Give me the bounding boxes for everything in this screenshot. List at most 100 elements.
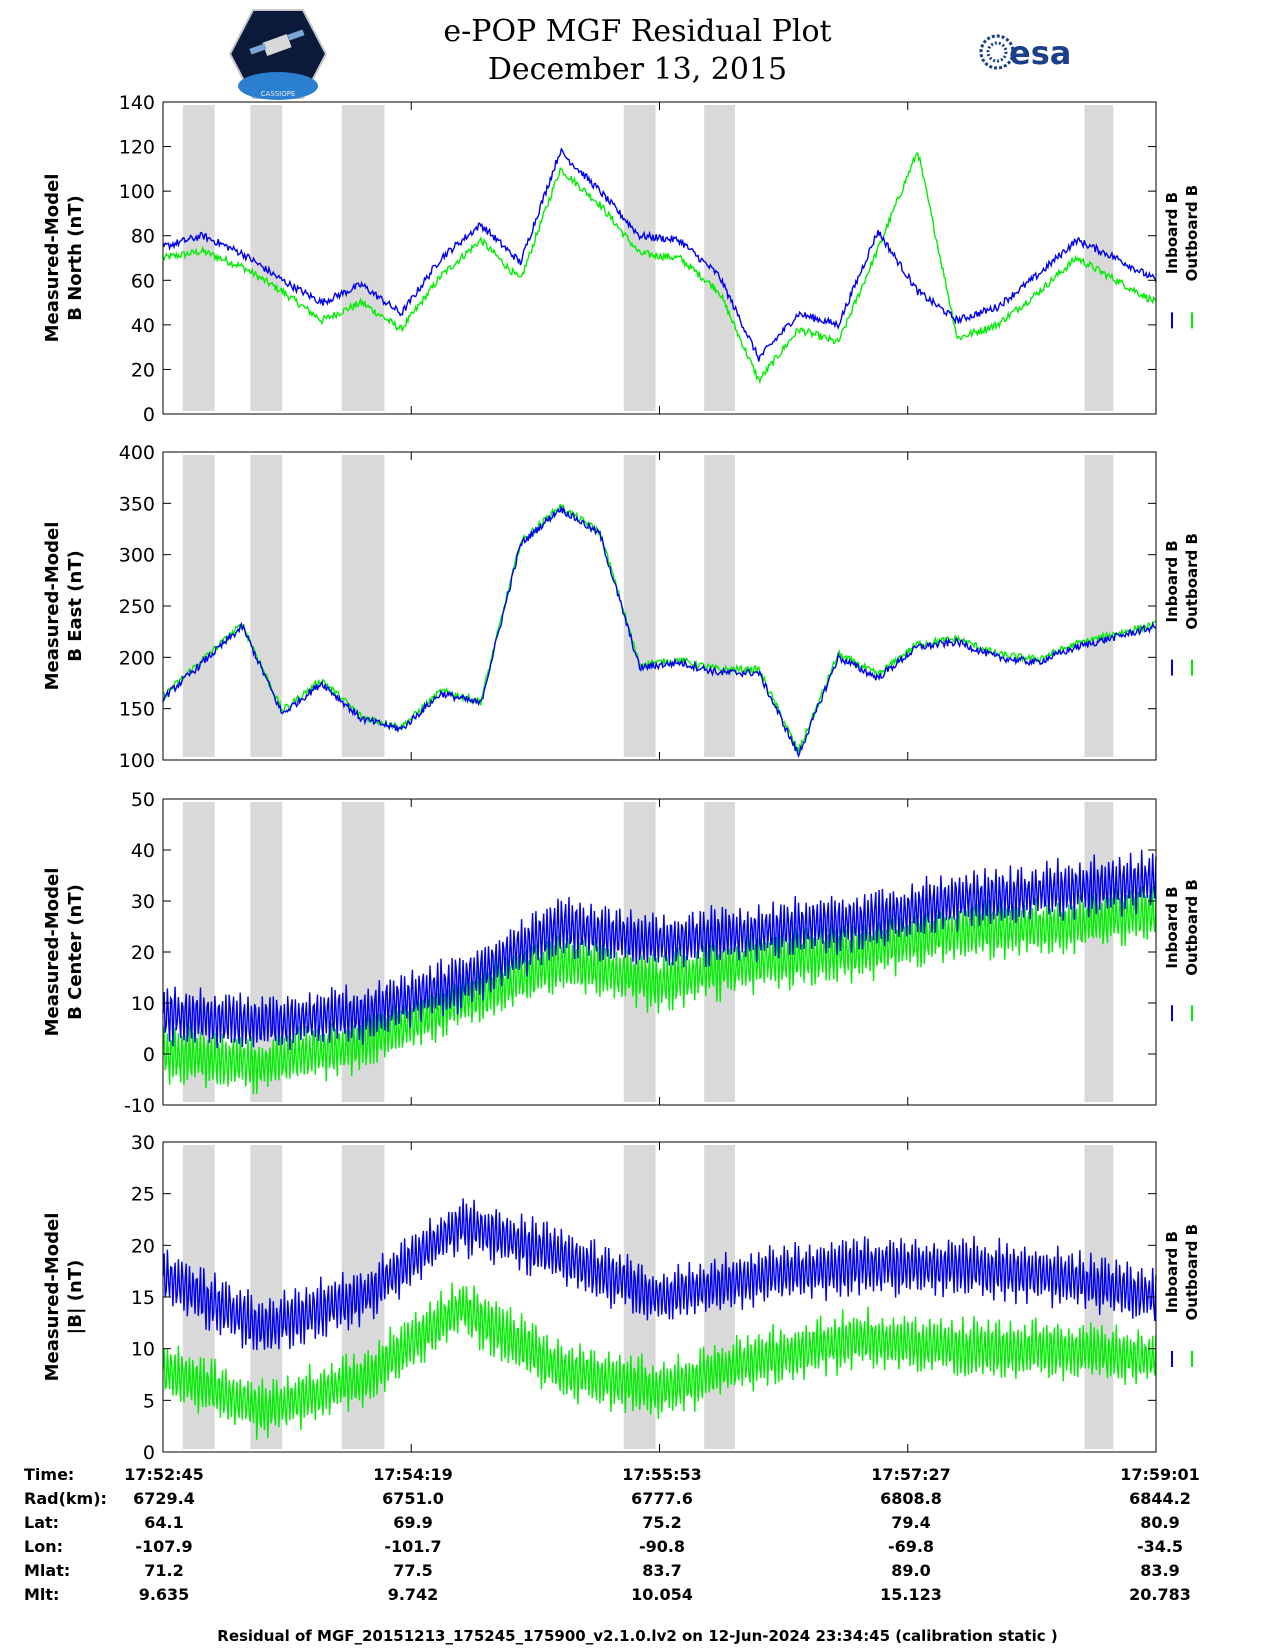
info-value: 6729.4 [133,1489,195,1508]
info-value: 83.9 [1140,1561,1180,1580]
info-label-lat: Lat: [24,1513,60,1532]
info-value: 64.1 [144,1513,184,1532]
outboard-series-line [162,1282,1157,1440]
outboard-series-line [162,886,1157,1095]
y-tick-label: 20 [131,359,155,381]
inboard-series-line [162,147,1157,362]
info-value: -69.8 [887,1537,935,1556]
y-tick-label: 350 [119,493,155,515]
info-value: 6808.8 [880,1489,942,1508]
y-tick-label: 40 [131,315,155,337]
legend-inboard-label: Inboard B [1163,540,1181,622]
info-value: -101.7 [384,1537,442,1556]
shaded-interval [623,455,656,757]
info-value: 17:57:27 [871,1465,951,1484]
y-tick-label: 30 [131,1132,155,1154]
info-value: -90.8 [638,1537,686,1556]
y-tick-label: 250 [119,596,155,618]
info-value: 20.783 [1129,1585,1191,1604]
y-tick-label: 30 [131,891,155,913]
y-axis-label: Measured-Model [42,174,63,343]
y-axis-label: B North (nT) [65,195,86,321]
info-value: 9.635 [138,1585,190,1604]
y-tick-label: 20 [131,942,155,964]
info-label-time: Time: [24,1465,75,1484]
legend-inboard-label: Inboard B [1163,1231,1181,1313]
info-value: 89.0 [891,1561,931,1580]
outboard-series-line [162,151,1157,385]
y-tick-label: 200 [119,647,155,669]
y-tick-label: 100 [119,181,155,203]
y-axis-label: Measured-Model [42,868,63,1037]
esa-logo-icon: esa [979,34,1071,72]
y-axis-label: Measured-Model [42,1213,63,1382]
y-tick-label: 25 [131,1184,155,1206]
shaded-interval [704,455,735,757]
y-tick-label: 100 [119,750,155,772]
info-value: 83.7 [642,1561,682,1580]
info-value: 6777.6 [631,1489,693,1508]
info-value: 71.2 [144,1561,184,1580]
info-value: -107.9 [135,1537,193,1556]
chart-panel-2: 100 150 200 250 300 350 400 Measured-Model B Eas… [42,442,1201,772]
y-tick-label: 150 [119,699,155,721]
y-axis-label: B Center (nT) [65,884,86,1020]
y-tick-label: 300 [119,545,155,567]
chart-panel-3: -10 0 10 20 30 40 50 Measured-Model B Center (nT… [42,789,1201,1117]
info-value: 75.2 [642,1513,682,1532]
shaded-interval [250,105,283,411]
info-value: 15.123 [880,1585,942,1604]
shaded-interval [182,455,215,757]
info-value: 17:55:53 [622,1465,702,1484]
info-label-lon: Lon: [24,1537,63,1556]
info-label-rad: Rad(km): [24,1489,107,1508]
y-tick-label: 10 [131,1339,155,1361]
info-value: 10.054 [631,1585,693,1604]
y-tick-label: 80 [131,226,155,248]
legend-outboard-label: Outboard B [1183,185,1201,282]
y-tick-label: 400 [119,442,155,464]
shaded-interval [623,105,656,411]
legend-outboard-label: Outboard B [1183,533,1201,630]
chart-panel-1: 0 20 40 60 80 100 120 140 Measured-Model B North … [42,92,1201,426]
y-tick-label: 60 [131,270,155,292]
info-value: 6844.2 [1129,1489,1191,1508]
y-tick-label: 120 [119,137,155,159]
plot-date: December 13, 2015 [487,52,788,87]
y-tick-label: 50 [131,789,155,811]
y-tick-label: 5 [143,1390,155,1412]
y-tick-label: 0 [143,1044,155,1066]
y-tick-label: 0 [143,404,155,426]
y-tick-label: 20 [131,1235,155,1257]
y-tick-label: 0 [143,1442,155,1464]
inboard-series-line [162,506,1157,759]
y-tick-label: 140 [119,92,155,114]
info-value: 17:52:45 [124,1465,204,1484]
outboard-series-line [162,503,1157,753]
esa-logo-text: esa [1009,34,1071,72]
y-axis-label: |B| (nT) [65,1260,86,1335]
legend-outboard-label: Outboard B [1183,879,1201,976]
cassiope-logo-text: CASSIOPE [261,90,296,98]
info-value: -34.5 [1136,1537,1184,1556]
legend-outboard-label: Outboard B [1183,1224,1201,1321]
info-label-mlat: Mlat: [24,1561,71,1580]
info-value: 77.5 [393,1561,433,1580]
y-tick-label: -10 [124,1095,155,1117]
shaded-interval [341,105,385,411]
y-tick-label: 40 [131,840,155,862]
plot-title: e-POP MGF Residual Plot [443,14,832,49]
legend-inboard-label: Inboard B [1163,192,1181,274]
shaded-interval [1084,455,1114,757]
info-value: 17:59:01 [1120,1465,1200,1484]
info-value: 9.742 [387,1585,439,1604]
inboard-series-line [162,849,1157,1051]
shaded-interval [341,455,385,757]
shaded-interval [704,105,735,411]
info-value: 6751.0 [382,1489,444,1508]
shaded-interval [1084,802,1114,1102]
info-value: 69.9 [393,1513,433,1532]
cassiope-logo-icon: CASSIOPE [228,9,328,100]
y-axis-label: B East (nT) [65,550,86,662]
